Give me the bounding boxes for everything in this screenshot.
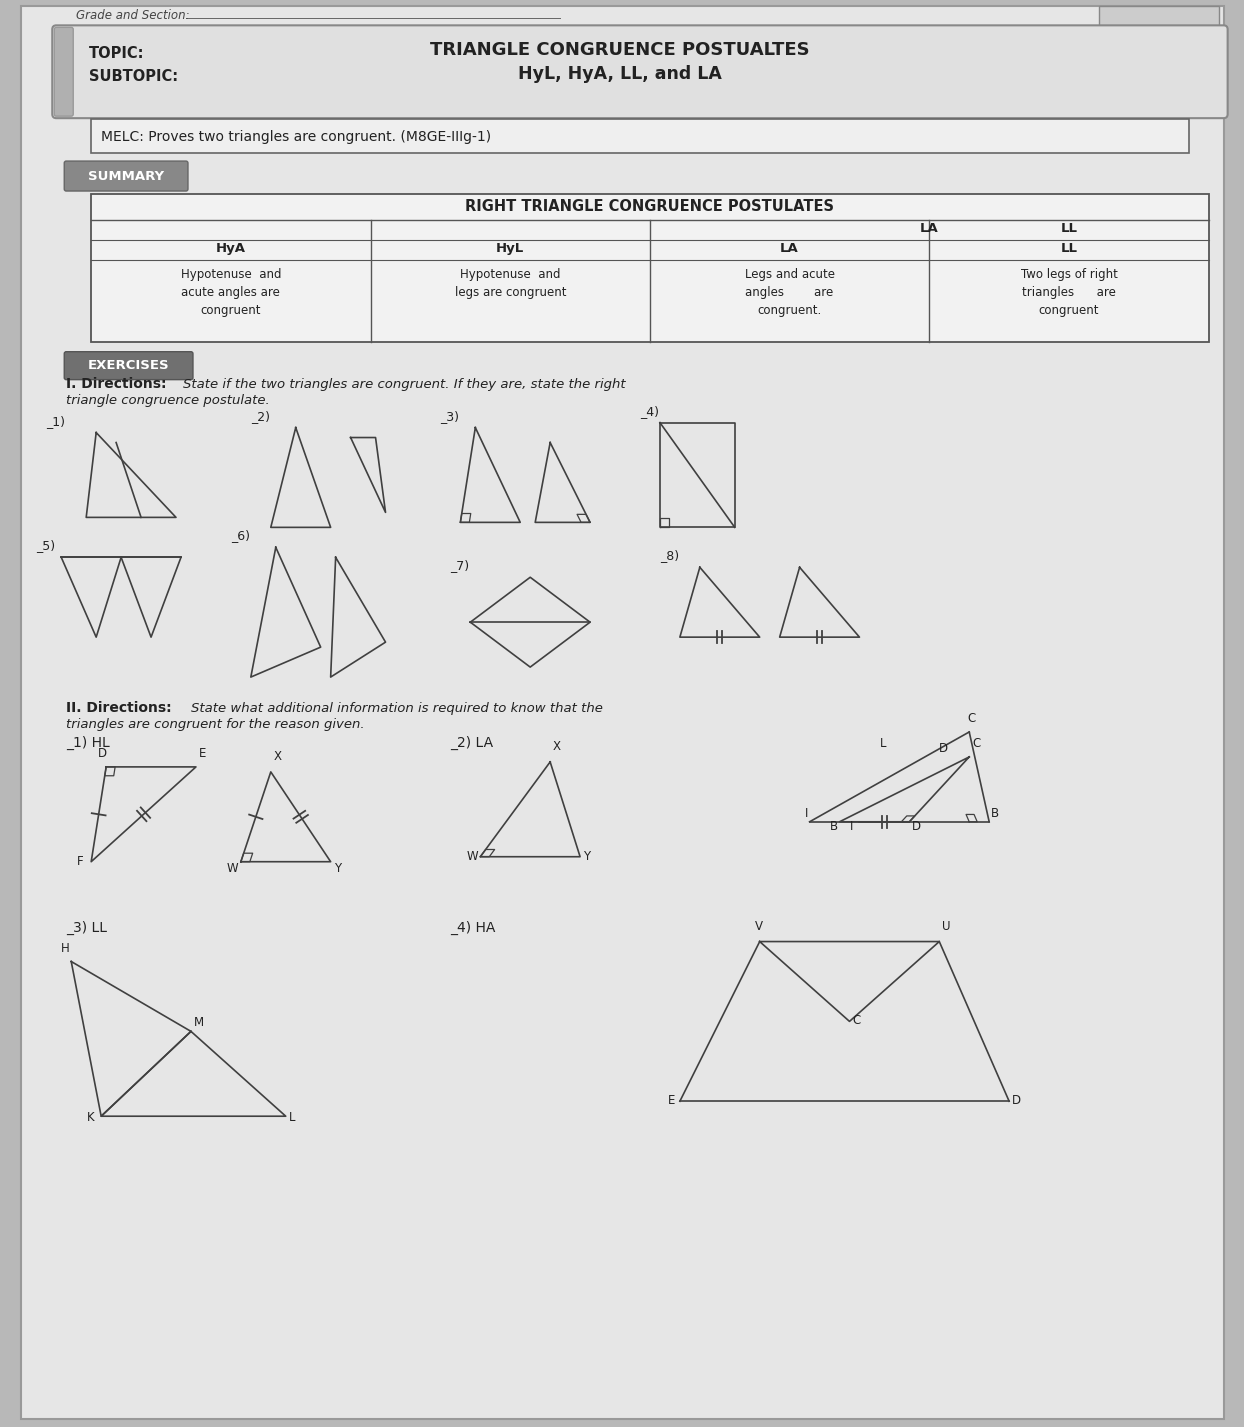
Text: State what additional information is required to know that the: State what additional information is req…: [192, 702, 603, 715]
Text: E: E: [668, 1095, 675, 1107]
Text: D: D: [1013, 1095, 1021, 1107]
Text: EXERCISES: EXERCISES: [87, 358, 169, 371]
Text: _2) LA: _2) LA: [450, 736, 494, 751]
FancyBboxPatch shape: [52, 26, 1228, 118]
Text: _1): _1): [46, 415, 65, 428]
Text: HyA: HyA: [216, 243, 246, 255]
Text: B: B: [830, 819, 837, 833]
Text: V: V: [755, 919, 763, 933]
Text: B: B: [991, 806, 999, 819]
Text: W: W: [226, 862, 239, 875]
Text: Grade and Section:: Grade and Section:: [76, 10, 190, 23]
Text: LL: LL: [1060, 243, 1077, 255]
Text: _3) LL: _3) LL: [66, 920, 107, 935]
Text: HyL: HyL: [496, 243, 525, 255]
Text: LA: LA: [919, 223, 939, 235]
Text: TRIANGLE CONGRUENCE POSTUALTES: TRIANGLE CONGRUENCE POSTUALTES: [430, 41, 810, 60]
Text: K: K: [87, 1112, 95, 1124]
Text: _2): _2): [251, 410, 270, 422]
Text: E: E: [199, 746, 207, 761]
Text: D: D: [939, 742, 948, 755]
Text: C: C: [852, 1015, 861, 1027]
Text: _5): _5): [36, 539, 56, 552]
Text: LA: LA: [780, 243, 799, 255]
Text: RIGHT TRIANGLE CONGRUENCE POSTULATES: RIGHT TRIANGLE CONGRUENCE POSTULATES: [465, 198, 835, 214]
Text: TOPIC:: TOPIC:: [90, 46, 144, 61]
Text: _8): _8): [659, 549, 679, 562]
Text: H: H: [61, 942, 70, 955]
Text: L: L: [289, 1112, 295, 1124]
Text: Legs and acute
angles        are
congruent.: Legs and acute angles are congruent.: [745, 268, 835, 317]
Text: HyL, HyA, LL, and LA: HyL, HyA, LL, and LA: [518, 66, 722, 83]
Text: State if the two triangles are congruent. If they are, state the right: State if the two triangles are congruent…: [183, 378, 626, 391]
Text: M: M: [194, 1016, 204, 1029]
FancyBboxPatch shape: [21, 6, 1224, 1418]
Text: U: U: [942, 919, 950, 933]
Text: Hypotenuse  and
acute angles are
congruent: Hypotenuse and acute angles are congruen…: [180, 268, 281, 317]
Text: X: X: [552, 741, 560, 753]
FancyBboxPatch shape: [65, 351, 193, 380]
Text: Hypotenuse  and
legs are congruent: Hypotenuse and legs are congruent: [454, 268, 566, 298]
Text: _1) HL: _1) HL: [66, 736, 109, 751]
Text: MELC: Proves two triangles are congruent. (M8GE-IIIg-1): MELC: Proves two triangles are congruent…: [101, 130, 491, 144]
Text: II. Directions:: II. Directions:: [66, 701, 172, 715]
Text: L: L: [880, 736, 886, 751]
Text: D: D: [912, 819, 922, 833]
FancyBboxPatch shape: [65, 161, 188, 191]
Text: C: C: [968, 712, 975, 725]
FancyBboxPatch shape: [55, 27, 73, 116]
Text: Two legs of right
triangles      are
congruent: Two legs of right triangles are congruen…: [1020, 268, 1117, 317]
Text: X: X: [274, 751, 282, 763]
Text: D: D: [98, 746, 107, 761]
Text: Y: Y: [333, 862, 341, 875]
Text: _3): _3): [440, 410, 459, 422]
Text: _4) HA: _4) HA: [450, 920, 496, 935]
Text: C: C: [973, 736, 980, 751]
Text: LL: LL: [1060, 223, 1077, 235]
Text: _6): _6): [231, 529, 250, 542]
Text: I: I: [805, 806, 807, 819]
Text: I: I: [850, 819, 853, 833]
Text: SUMMARY: SUMMARY: [88, 170, 164, 183]
Text: Y: Y: [583, 849, 590, 863]
Bar: [91, 120, 1189, 153]
Text: _7): _7): [450, 559, 469, 572]
Text: I. Directions:: I. Directions:: [66, 377, 167, 391]
Bar: [1098, 6, 1219, 34]
Bar: [91, 194, 1209, 341]
Text: W: W: [466, 849, 478, 863]
Text: SUBTOPIC:: SUBTOPIC:: [90, 70, 178, 84]
Text: F: F: [77, 855, 83, 868]
Text: _4): _4): [639, 405, 659, 418]
Text: triangles are congruent for the reason given.: triangles are congruent for the reason g…: [66, 718, 364, 731]
Text: triangle congruence postulate.: triangle congruence postulate.: [66, 394, 270, 407]
